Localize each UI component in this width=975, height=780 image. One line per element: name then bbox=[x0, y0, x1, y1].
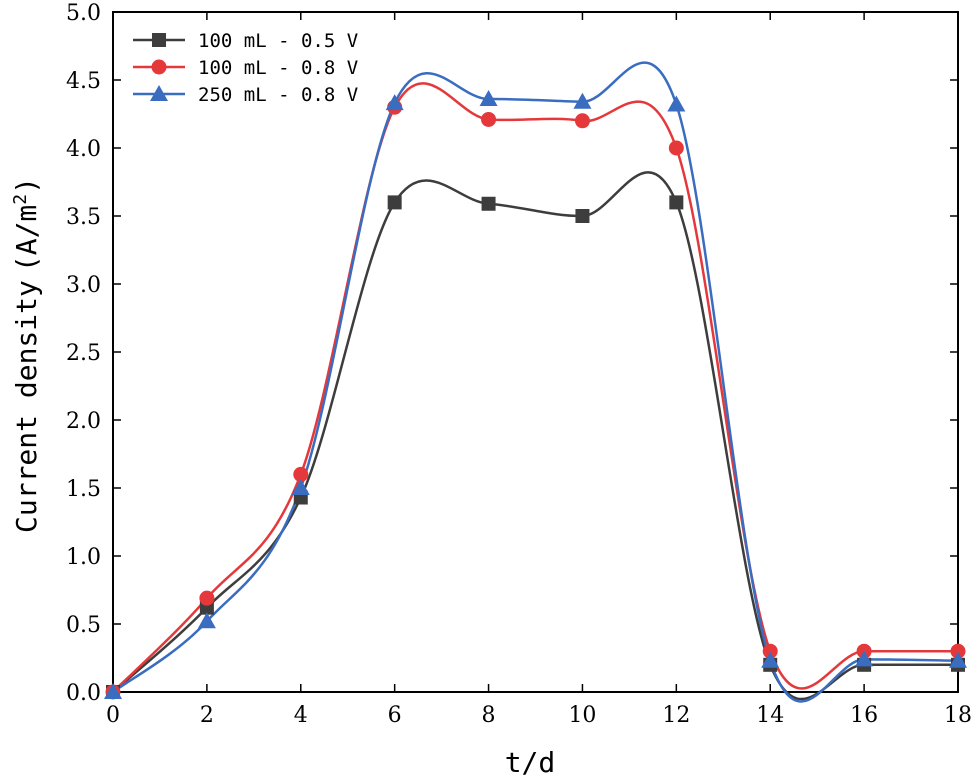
data-point-series-1 bbox=[387, 195, 402, 210]
data-point-series-1 bbox=[575, 209, 590, 223]
y-axis-title-sup: 2 bbox=[10, 194, 31, 205]
legend-label: 250 mL - 0.8 V bbox=[198, 84, 358, 106]
y-tick-label: 1.5 bbox=[66, 477, 101, 502]
data-point-series-3 bbox=[573, 92, 592, 109]
series-line-3 bbox=[112, 61, 959, 703]
data-point-series-2 bbox=[293, 466, 309, 482]
legend-label: 100 mL - 0.5 V bbox=[198, 30, 358, 52]
data-point-series-3 bbox=[197, 612, 216, 629]
x-tick-label: 18 bbox=[944, 703, 972, 728]
data-point-series-2 bbox=[950, 643, 966, 659]
data-point-series-3 bbox=[949, 651, 967, 668]
legend-marker bbox=[151, 59, 167, 75]
x-tick-label: 10 bbox=[568, 703, 596, 728]
data-point-series-3 bbox=[855, 650, 874, 667]
y-tick-label: 0.5 bbox=[66, 613, 101, 638]
data-point-series-1 bbox=[669, 195, 684, 210]
y-axis-ticks: 0.0 0.5 1.0 1.5 2.0 2.5 3.0 3.5 4.0 4.5 5.0 bbox=[66, 1, 958, 706]
y-tick-label: 5.0 bbox=[66, 1, 101, 26]
x-tick-label: 12 bbox=[662, 703, 690, 728]
legend: 100 mL - 0.5 V 100 mL - 0.8 V 250 mL - 0.8… bbox=[133, 30, 358, 106]
data-point-series-2 bbox=[668, 140, 684, 156]
x-tick-label: 16 bbox=[850, 703, 878, 728]
x-tick-label: 2 bbox=[200, 703, 214, 728]
series-lines bbox=[112, 61, 959, 703]
data-point-series-2 bbox=[574, 113, 590, 129]
series-line-1 bbox=[112, 171, 958, 701]
data-point-series-3 bbox=[104, 683, 122, 699]
y-axis-title: Current density (A/m2) bbox=[10, 177, 43, 533]
data-point-series-2 bbox=[199, 590, 215, 606]
data-point-series-3 bbox=[761, 651, 780, 668]
y-tick-label: 3.5 bbox=[66, 205, 101, 230]
series-markers bbox=[104, 90, 967, 700]
y-axis-title-text: Current density bbox=[10, 280, 43, 533]
data-point-series-3 bbox=[479, 90, 498, 107]
x-tick-label: 6 bbox=[388, 703, 402, 728]
data-point-series-3 bbox=[667, 95, 686, 112]
y-tick-label: 2.5 bbox=[66, 341, 101, 366]
y-tick-label: 1.0 bbox=[66, 545, 101, 570]
x-axis-ticks: 0 2 4 6 8 10 12 14 16 18 bbox=[106, 12, 972, 728]
data-point-series-2 bbox=[762, 643, 778, 659]
x-tick-label: 8 bbox=[482, 703, 496, 728]
y-axis-title-unit: (A/m bbox=[10, 205, 43, 272]
data-point-series-2 bbox=[481, 111, 497, 127]
y-tick-label: 0.0 bbox=[66, 681, 101, 706]
x-axis-title: t/d bbox=[505, 746, 556, 779]
legend-marker bbox=[152, 33, 166, 47]
data-point-series-1 bbox=[481, 196, 496, 211]
y-tick-label: 2.0 bbox=[66, 409, 101, 434]
x-tick-label: 0 bbox=[106, 703, 120, 728]
y-tick-label: 4.0 bbox=[66, 137, 101, 162]
y-tick-label: 3.0 bbox=[66, 273, 101, 298]
legend-marker bbox=[150, 85, 168, 101]
x-tick-label: 4 bbox=[294, 703, 308, 728]
data-point-series-3 bbox=[291, 479, 310, 495]
y-axis-title-close: ) bbox=[10, 177, 43, 194]
x-tick-label: 14 bbox=[756, 703, 784, 728]
series-line-2 bbox=[112, 82, 958, 693]
y-tick-label: 4.5 bbox=[66, 69, 101, 94]
legend-label: 100 mL - 0.8 V bbox=[198, 57, 358, 79]
data-point-series-3 bbox=[385, 94, 404, 111]
